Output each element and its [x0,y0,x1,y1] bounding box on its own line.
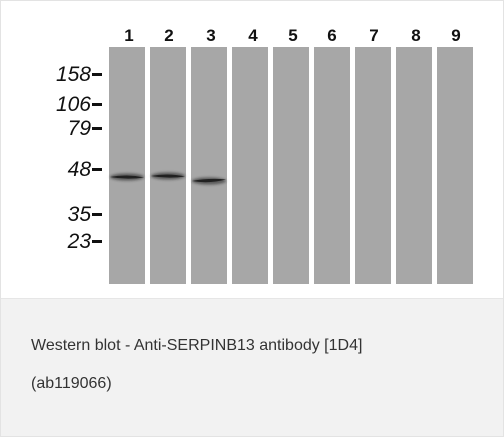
lane-8 [396,47,432,284]
lane-5 [273,47,309,284]
marker-tick-23 [92,240,102,243]
lane-label-6: 6 [327,26,336,45]
marker-label-158: 158 [56,63,91,86]
lane-label-8: 8 [411,26,420,45]
band-lane-2 [151,172,185,180]
lane-label-2: 2 [164,26,173,45]
lane-labels: 1 2 3 4 5 6 7 8 9 [124,26,460,45]
lane-9 [437,47,473,284]
lane-7 [355,47,391,284]
lane-4 [232,47,268,284]
lane-label-9: 9 [451,26,460,45]
marker-tick-48 [92,168,102,171]
marker-tick-158 [92,73,102,76]
marker-label-48: 48 [68,158,92,181]
band-lane-3 [192,177,226,185]
lane-label-3: 3 [206,26,215,45]
marker-label-79: 79 [68,117,92,140]
marker-label-106: 106 [56,93,91,116]
lane-1 [109,47,145,284]
caption-product-code: (ab119066) [31,375,112,392]
caption-area: Western blot - Anti-SERPINB13 antibody [… [1,299,503,436]
lane-label-1: 1 [124,26,133,45]
lane-2 [150,47,186,284]
marker-tick-79 [92,127,102,130]
marker-tick-35 [92,213,102,216]
lane-label-4: 4 [248,26,258,45]
blot-lanes [109,47,473,284]
protein-bands [110,172,226,185]
marker-label-35: 35 [68,203,92,226]
lane-label-7: 7 [369,26,378,45]
lane-6 [314,47,350,284]
band-lane-1 [110,173,144,181]
caption-title: Western blot - Anti-SERPINB13 antibody [… [31,337,363,354]
marker-label-23: 23 [67,230,92,253]
lane-3 [191,47,227,284]
marker-tick-106 [92,103,102,106]
lane-label-5: 5 [288,26,297,45]
